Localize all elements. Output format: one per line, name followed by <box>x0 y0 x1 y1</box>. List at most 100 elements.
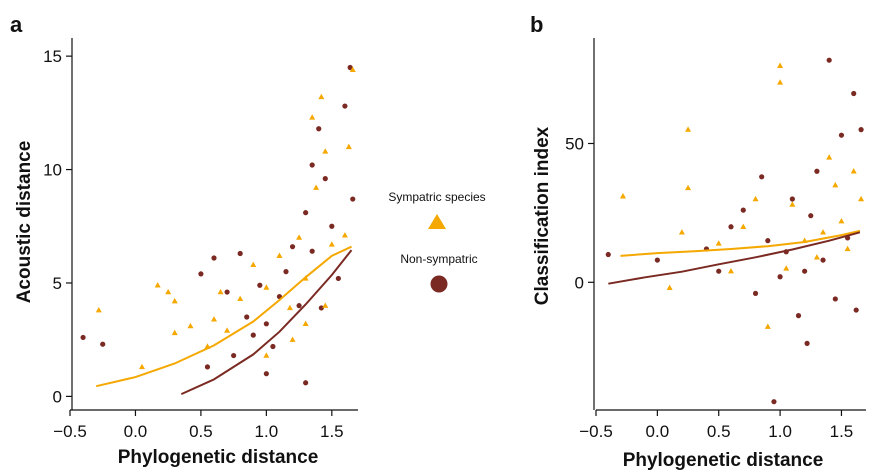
nonsympatric-point <box>270 343 276 350</box>
x-tick-label: 1.5 <box>830 422 854 441</box>
sympatric-point <box>832 181 839 188</box>
nonsympatric-point <box>740 207 746 213</box>
sympatric-point <box>620 193 626 199</box>
panel-b: b −0.5 0.0 0.5 1.0 1.5 0 50 Phylogenetic dist… <box>530 12 866 471</box>
sympatric-point <box>813 254 820 260</box>
nonsympatric-point <box>728 224 734 230</box>
nonsympatric-point <box>851 90 857 97</box>
sympatric-point <box>211 316 217 322</box>
nonsympatric-point <box>309 162 315 168</box>
nonsympatric-point <box>771 399 777 405</box>
sympatric-point <box>826 154 833 160</box>
sympatric-point <box>322 302 329 308</box>
sympatric-point <box>685 184 692 191</box>
nonsympatric-point <box>198 271 204 277</box>
nonsympatric-point <box>296 303 302 309</box>
legend-sympatric-triangle-icon <box>428 214 446 229</box>
sympatric-point <box>715 240 722 246</box>
nonsympatric-point <box>322 176 328 182</box>
nonsympatric-point <box>303 210 309 216</box>
sympatric-point <box>777 62 784 68</box>
y-tick-label: 50 <box>565 134 584 153</box>
sympatric-point <box>341 232 348 238</box>
sympatric-point <box>154 282 161 288</box>
legend-nonsympatric-label: Non-sympatric <box>400 252 477 266</box>
legend-nonsympatric-circle-icon <box>430 275 448 293</box>
nonsympatric-fit-curve <box>608 231 861 285</box>
nonsympatric-point <box>204 364 211 370</box>
x-tick-label: 0.0 <box>646 422 670 441</box>
panel-b-x-ticks: −0.5 0.0 0.5 1.0 1.5 <box>579 410 853 441</box>
sympatric-point <box>276 252 283 258</box>
panel-b-letter: b <box>530 12 543 37</box>
nonsympatric-point <box>303 380 309 386</box>
panel-a-x-axis-title: Phylogenetic distance <box>118 447 319 468</box>
sympatric-point <box>165 288 172 295</box>
sympatric-point <box>237 295 244 302</box>
sympatric-point <box>95 306 102 313</box>
nonsympatric-fit-curve <box>180 249 353 396</box>
sympatric-point <box>318 93 325 100</box>
sympatric-point <box>171 329 178 336</box>
nonsympatric-point <box>654 257 660 263</box>
nonsympatric-point <box>814 168 820 174</box>
y-tick-label: 10 <box>43 161 62 180</box>
nonsympatric-point <box>244 314 250 320</box>
sympatric-point <box>764 323 771 329</box>
nonsympatric-point <box>257 282 263 288</box>
panel-a: a −0.5 0.0 0.5 1.0 1.5 0 5 10 15 Phylogenetic d… <box>10 12 358 468</box>
sympatric-point <box>328 241 335 247</box>
nonsympatric-point <box>765 238 771 244</box>
sympatric-point <box>678 229 685 235</box>
y-tick-label: 0 <box>575 273 584 292</box>
nonsympatric-point <box>820 257 826 263</box>
sympatric-fit-curve <box>95 245 352 388</box>
sympatric-point <box>171 297 178 304</box>
nonsympatric-point <box>789 196 795 202</box>
sympatric-point <box>250 261 257 268</box>
x-tick-label: 0.5 <box>189 422 213 441</box>
sympatric-point <box>752 195 759 202</box>
sympatric-point <box>858 195 865 202</box>
x-tick-label: −0.5 <box>579 422 613 441</box>
sympatric-point <box>263 284 270 290</box>
panel-b-y-axis-title: Classification index <box>532 126 553 305</box>
nonsympatric-point <box>335 275 341 282</box>
sympatric-point <box>286 304 293 311</box>
sympatric-point <box>728 267 734 274</box>
nonsympatric-point <box>263 321 269 327</box>
sympatric-point <box>838 218 845 224</box>
y-tick-label: 0 <box>53 387 62 406</box>
legend-sympatric-label: Sympatric species <box>388 190 485 204</box>
legend: Sympatric species Non-sympatric <box>388 190 486 293</box>
panel-a-plot-area <box>80 64 356 396</box>
nonsympatric-point <box>329 223 335 229</box>
panel-b-y-ticks: 0 50 <box>565 134 594 292</box>
sympatric-point <box>263 352 270 358</box>
panel-a-y-axis-title: Acoustic distance <box>14 141 35 304</box>
y-tick-label: 15 <box>43 47 62 66</box>
nonsympatric-point <box>802 268 808 274</box>
sympatric-point <box>777 79 784 85</box>
sympatric-point <box>345 143 352 150</box>
nonsympatric-point <box>224 289 230 295</box>
panel-b-plot-area <box>605 57 865 405</box>
nonsympatric-point <box>237 250 243 257</box>
sympatric-point <box>783 265 790 271</box>
nonsympatric-point <box>808 213 814 219</box>
nonsympatric-point <box>350 196 356 202</box>
x-tick-label: −0.5 <box>53 422 87 441</box>
nonsympatric-point <box>100 341 106 347</box>
nonsympatric-point <box>316 126 322 132</box>
nonsympatric-point <box>309 248 315 254</box>
nonsympatric-point <box>795 313 802 319</box>
sympatric-point <box>740 223 747 229</box>
nonsympatric-point <box>318 305 324 311</box>
sympatric-fit-curve <box>620 229 861 257</box>
sympatric-point <box>187 322 194 329</box>
panel-a-x-ticks: −0.5 0.0 0.5 1.0 1.5 <box>53 410 344 441</box>
sympatric-point <box>309 114 316 120</box>
panel-a-letter: a <box>10 12 23 37</box>
nonsympatric-point <box>231 352 237 359</box>
